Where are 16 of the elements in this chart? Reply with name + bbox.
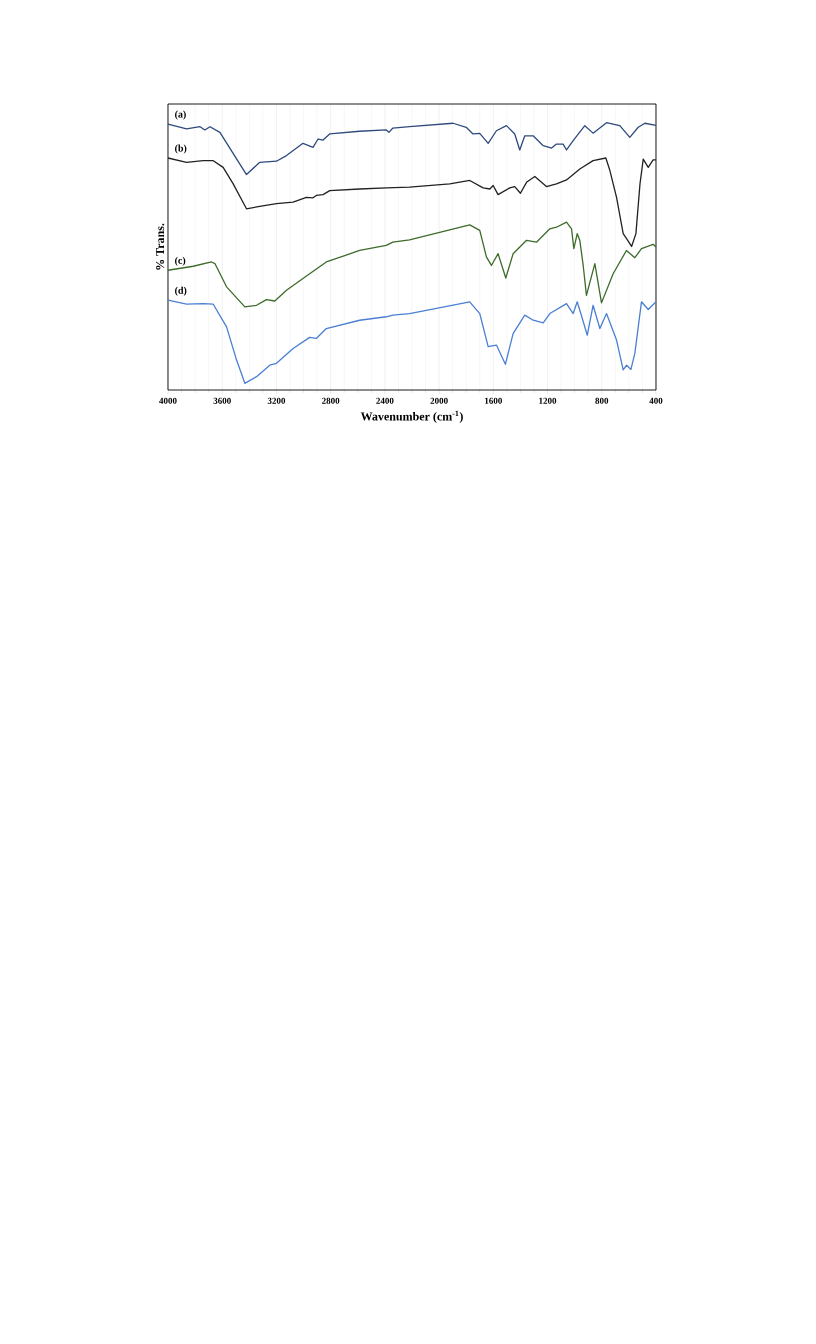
series-label: (d) [175, 286, 187, 296]
x-tick-label: 3200 [267, 397, 286, 404]
x-tick-label: 400 [649, 397, 663, 404]
x-tick-label: 3600 [213, 397, 231, 404]
x-tick-label: 2000 [430, 397, 448, 404]
series-label: (b) [175, 144, 187, 154]
x-tick-label: 2400 [376, 397, 394, 404]
x-axis-title: Wavenumber (cm$^{-1}$) [360, 410, 463, 423]
y-axis-title: % Trans. [156, 223, 165, 270]
x-tick-label: 4000 [159, 397, 177, 404]
series-label: (c) [175, 256, 186, 266]
x-tick-label: 1600 [485, 397, 502, 404]
x-tick-label: 800 [595, 397, 609, 404]
x-tick-label: 2800 [322, 397, 340, 404]
x-tick-label: 1200 [539, 397, 557, 404]
series-label: (a) [175, 110, 186, 120]
